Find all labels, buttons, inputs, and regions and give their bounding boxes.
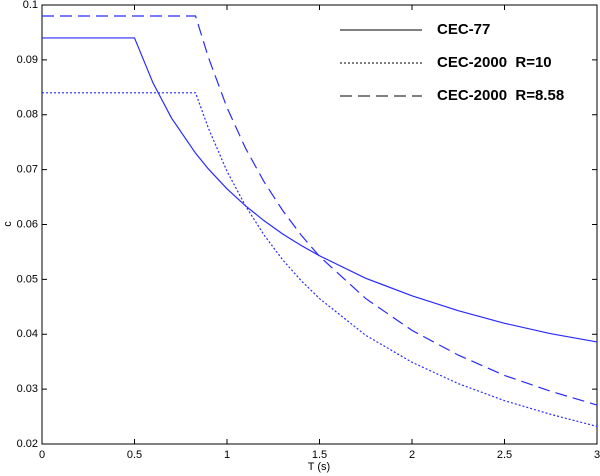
data-line	[42, 37, 598, 343]
y-axis-label: c	[2, 221, 14, 227]
y-tick-label: 0.08	[17, 109, 38, 121]
plot-frame	[41, 4, 598, 445]
legend-label: CEC-2000 R=10	[437, 54, 552, 71]
y-tick-label: 0.07	[17, 164, 38, 176]
y-tick-label: 0.04	[17, 328, 38, 340]
x-tick-label: 3	[594, 449, 600, 461]
y-tick-label: 0.02	[17, 438, 38, 450]
x-tick-label: 2.5	[497, 449, 512, 461]
y-tick-label: 0.06	[17, 218, 38, 230]
y-tick-label: 0.03	[17, 383, 38, 395]
legend-label: CEC-2000 R=8.58	[437, 87, 564, 104]
x-tick-label: 1.5	[312, 449, 327, 461]
x-tick-label: 0.5	[127, 449, 142, 461]
x-axis-label: T (s)	[308, 461, 330, 473]
y-tick-label: 0.05	[17, 273, 38, 285]
x-tick-label: 2	[409, 449, 415, 461]
y-tick-label: 0.09	[17, 54, 38, 66]
data-line	[42, 92, 598, 428]
y-tick-label: 0.1	[23, 0, 38, 11]
x-tick-label: 0	[39, 449, 45, 461]
x-tick-label: 1	[224, 449, 230, 461]
legend-label: CEC-77	[437, 21, 490, 38]
data-line	[42, 15, 598, 406]
